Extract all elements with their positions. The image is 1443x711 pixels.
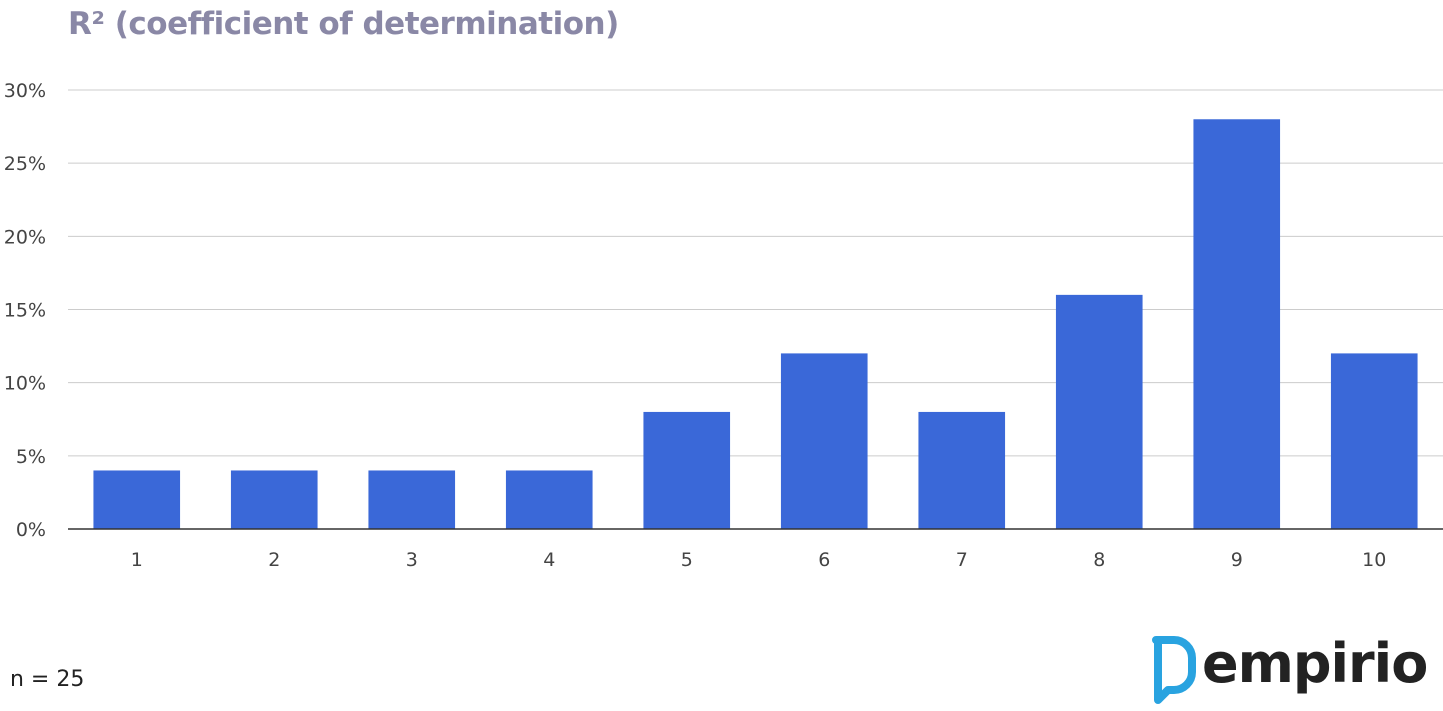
bar-5 xyxy=(643,411,731,529)
x-tick-label: 5 xyxy=(681,549,693,571)
x-tick-label: 9 xyxy=(1231,549,1243,571)
chart-title: R² (coefficient of determination) xyxy=(68,6,619,42)
logo-wordmark: empirio xyxy=(1202,632,1428,695)
y-tick-label: 5% xyxy=(16,446,46,468)
x-axis-ticks: 1 2 3 4 5 6 7 8 9 10 xyxy=(131,549,1387,571)
bar-6 xyxy=(780,353,868,529)
bar-chart: 0% 5% 10% 15% 20% 25% 30% 1 2 3 4 5 6 7 8 9 10 xyxy=(4,80,1443,571)
x-tick-label: 3 xyxy=(406,549,418,571)
bar-7 xyxy=(918,411,1006,529)
bars xyxy=(93,119,1418,530)
y-tick-label: 15% xyxy=(4,300,46,322)
logo-speech-bubble-icon xyxy=(1152,636,1196,704)
y-tick-label: 30% xyxy=(4,80,46,102)
x-tick-label: 1 xyxy=(131,549,143,571)
empirio-logo: empirio xyxy=(1150,628,1443,708)
bar-8 xyxy=(1055,294,1143,529)
bar-2 xyxy=(230,470,318,529)
x-tick-label: 8 xyxy=(1093,549,1105,571)
y-tick-label: 25% xyxy=(4,153,46,175)
x-tick-label: 7 xyxy=(956,549,968,571)
x-tick-label: 2 xyxy=(268,549,280,571)
y-axis-ticks: 0% 5% 10% 15% 20% 25% 30% xyxy=(4,80,46,541)
bar-10 xyxy=(1330,353,1418,529)
x-tick-label: 10 xyxy=(1362,549,1386,571)
sample-size-note: n = 25 xyxy=(10,667,85,692)
bar-1 xyxy=(93,470,181,529)
bar-3 xyxy=(368,470,456,529)
bar-4 xyxy=(505,470,593,529)
y-tick-label: 10% xyxy=(4,373,46,395)
x-tick-label: 4 xyxy=(543,549,555,571)
bar-9 xyxy=(1193,119,1281,530)
x-tick-label: 6 xyxy=(818,549,830,571)
gridlines xyxy=(68,89,1443,457)
y-tick-label: 20% xyxy=(4,226,46,248)
y-tick-label: 0% xyxy=(16,519,46,541)
